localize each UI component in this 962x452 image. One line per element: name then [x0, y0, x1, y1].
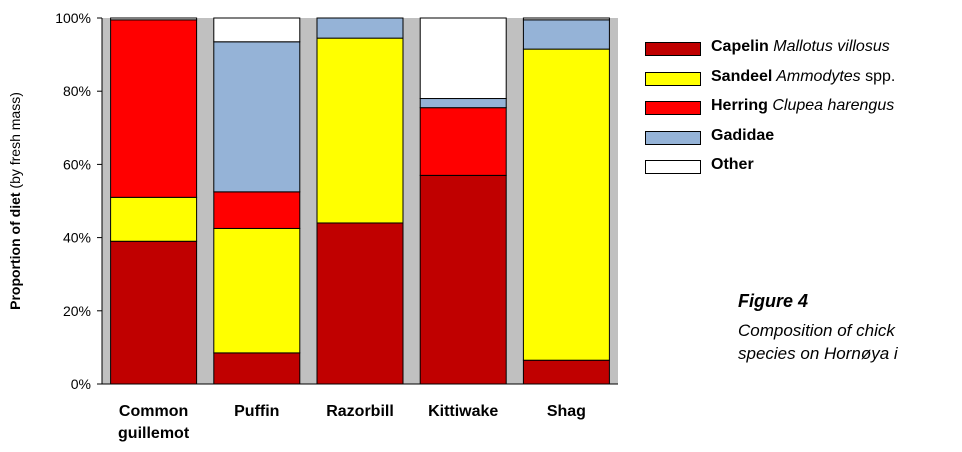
legend-label: Sandeel	[711, 67, 773, 85]
bar-segment-gadidae-5	[522, 19, 610, 50]
bar-segment-capelin-4	[419, 174, 507, 385]
caption-line-2: species on Hornøya i	[738, 344, 898, 363]
bar-segment-sandeel-1	[110, 196, 198, 242]
legend-label: Herring	[711, 97, 768, 114]
bar-segment-other-4	[419, 17, 507, 100]
bar-segment-herring-2	[213, 191, 301, 229]
y-tick-label: 60%	[63, 156, 91, 172]
y-tick-label: 20%	[63, 303, 91, 319]
caption-line-1: Composition of chick	[738, 321, 895, 340]
figure-caption: Figure 4 Composition of chick species on…	[738, 290, 898, 365]
legend-scientific-name: Ammodytes	[772, 67, 861, 85]
figure-number: Figure 4	[738, 291, 809, 311]
legend-suffix: spp.	[860, 67, 896, 85]
x-tick-label: Puffin	[234, 403, 279, 420]
bar-segment-other-1	[110, 17, 198, 21]
bar-segment-capelin-2	[213, 352, 301, 385]
bar-segment-herring-4	[419, 107, 507, 176]
legend-swatch	[645, 101, 701, 115]
bar-segment-gadidae-2	[213, 41, 301, 193]
legend-label: Capelin	[711, 38, 769, 55]
bar-segment-other-2	[213, 17, 301, 43]
x-tick-label: Razorbill	[326, 403, 394, 420]
y-tick-label: 0%	[71, 376, 91, 392]
legend-swatch	[645, 71, 701, 86]
bar-segment-capelin-5	[522, 359, 610, 385]
bar-segment-capelin-1	[110, 240, 198, 385]
legend-swatch	[645, 130, 701, 145]
legend-scientific-name: Mallotus villosus	[768, 38, 890, 55]
bar-segment-sandeel-5	[522, 48, 610, 361]
legend-scientific-name: Clupea harengus	[767, 97, 895, 114]
legend-swatch	[645, 160, 701, 174]
bar-segment-gadidae-3	[316, 17, 404, 39]
bar-segment-sandeel-3	[316, 37, 404, 224]
y-tick-label: 100%	[55, 10, 91, 26]
legend-swatch	[645, 42, 701, 56]
legend-label: Gadidae	[711, 126, 775, 144]
x-tick-label: Common guillemot	[118, 403, 190, 442]
bar-segment-herring-1	[110, 19, 198, 198]
legend-label: Other	[711, 156, 754, 173]
bar-segment-sandeel-2	[213, 227, 301, 354]
y-axis-label: Proportion of diet (by fresh mass)	[7, 92, 23, 310]
y-tick-label: 40%	[63, 230, 91, 246]
bar-segment-gadidae-4	[419, 98, 507, 109]
x-tick-label: Kittiwake	[428, 403, 498, 420]
y-tick-label: 80%	[63, 83, 91, 99]
bar-segment-other-5	[522, 17, 610, 21]
x-tick-label: Shag	[547, 403, 586, 420]
bar-segment-capelin-3	[316, 222, 404, 385]
